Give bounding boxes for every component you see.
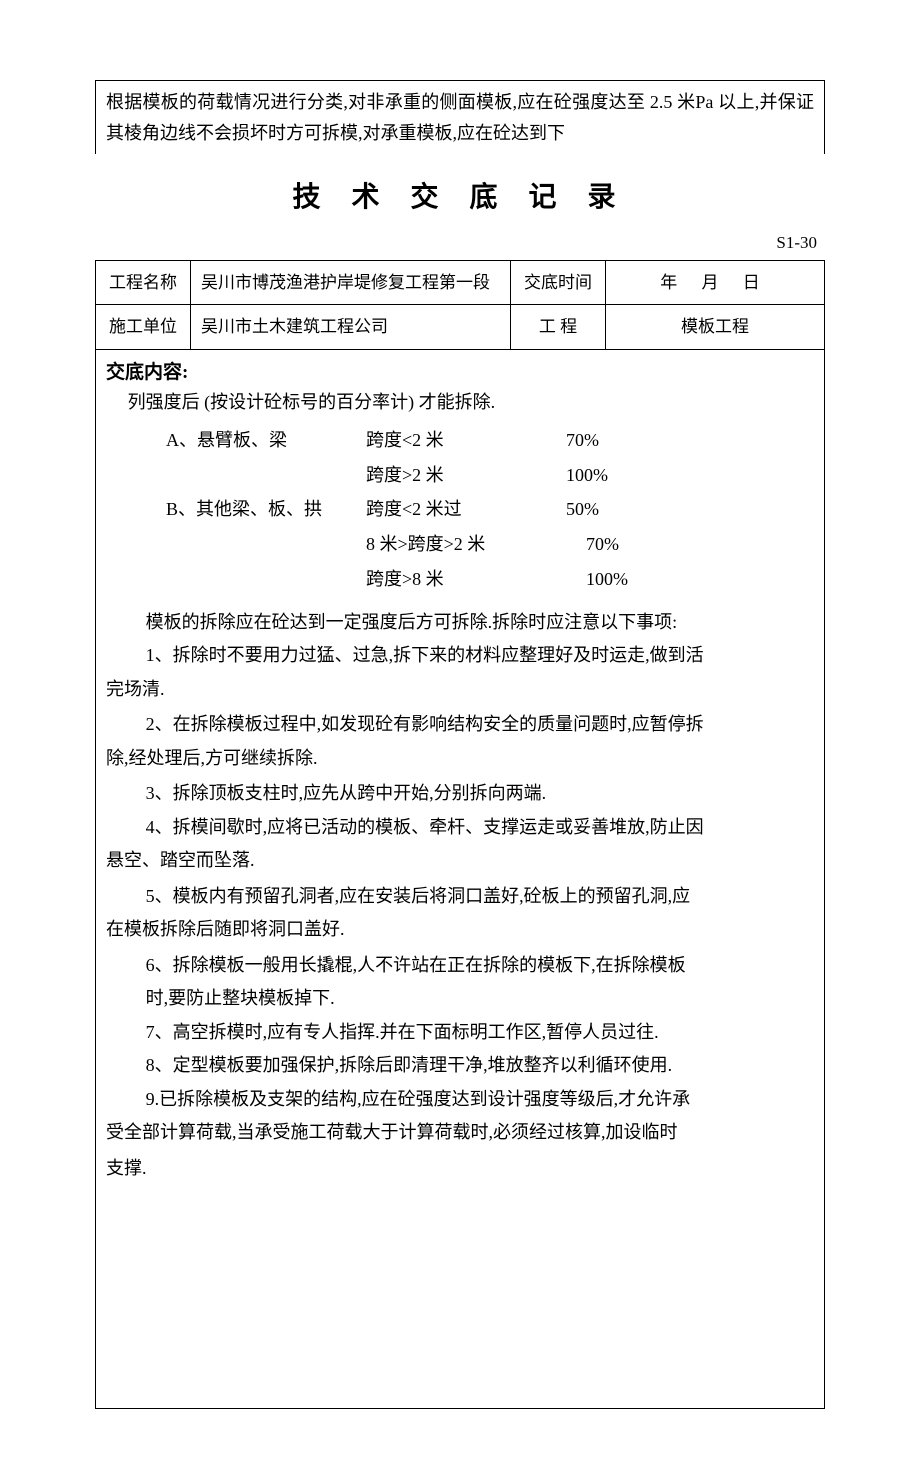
spec-pct: 70%: [536, 527, 646, 562]
para-2a: 2、在拆除模板过程中,如发现砼有影响结构安全的质量问题时,应暂停拆: [106, 709, 814, 741]
para-4a: 4、拆模间歇时,应将已活动的模板、牵杆、支撑运走或妥善堆放,防止因: [106, 812, 814, 844]
header-table: 工程名称 吴川市博茂渔港护岸堤修复工程第一段 交底时间 年 月 日 施工单位 吴…: [95, 260, 825, 349]
spec-row: 8 米>跨度>2 米 70%: [166, 527, 646, 562]
para-9a: 9.已拆除模板及支架的结构,应在砼强度达到设计强度等级后,才允许承: [106, 1084, 814, 1116]
para-6a: 6、拆除模板一般用长撬棍,人不许站在正在拆除的模板下,在拆除模板: [106, 950, 814, 982]
para-7: 7、高空拆模时,应有专人指挥.并在下面标明工作区,暂停人员过往.: [106, 1017, 814, 1049]
spec-label: A、悬臂板、梁: [166, 423, 366, 458]
spec-span: 跨度>8 米: [366, 562, 536, 597]
spec-row: 跨度>8 米 100%: [166, 562, 646, 597]
spec-span: 跨度>2 米: [366, 458, 536, 493]
spec-label: [166, 562, 366, 597]
para-4b: 悬空、踏空而坠落.: [106, 845, 814, 877]
label-disclosure-time: 交底时间: [511, 261, 606, 305]
content-leadline: 列强度后 (按设计砼标号的百分率计) 才能拆除.: [106, 388, 814, 417]
para-1b: 完场清.: [106, 674, 814, 706]
label-project-name: 工程名称: [96, 261, 191, 305]
value-construction-unit: 吴川市土木建筑工程公司: [191, 305, 511, 349]
spec-row: A、悬臂板、梁 跨度<2 米 70%: [166, 423, 646, 458]
content-body: 交底内容: 列强度后 (按设计砼标号的百分率计) 才能拆除. A、悬臂板、梁 跨…: [95, 350, 825, 1410]
spec-pct: 50%: [536, 492, 646, 527]
header-row-2: 施工单位 吴川市土木建筑工程公司 工 程 模板工程: [96, 305, 825, 349]
value-project-name: 吴川市博茂渔港护岸堤修复工程第一段: [191, 261, 511, 305]
spec-pct: 70%: [536, 423, 646, 458]
para-5b: 在模板拆除后随即将洞口盖好.: [106, 914, 814, 946]
para-intro: 模板的拆除应在砼达到一定强度后方可拆除.拆除时应注意以下事项:: [106, 607, 814, 639]
spec-span: 跨度<2 米: [366, 423, 536, 458]
spec-row: 跨度>2 米 100%: [166, 458, 646, 493]
document-code: S1-30: [95, 229, 825, 256]
content-heading: 交底内容:: [106, 358, 814, 388]
para-6b: 时,要防止整块模板掉下.: [106, 983, 814, 1015]
spec-span: 8 米>跨度>2 米: [366, 527, 536, 562]
spec-row: B、其他梁、板、拱 跨度<2 米过 50%: [166, 492, 646, 527]
value-project-type: 模板工程: [606, 305, 825, 349]
para-3: 3、拆除顶板支柱时,应先从跨中开始,分别拆向两端.: [106, 778, 814, 810]
para-9c: 支撑.: [106, 1153, 814, 1185]
header-row-1: 工程名称 吴川市博茂渔港护岸堤修复工程第一段 交底时间 年 月 日: [96, 261, 825, 305]
para-5a: 5、模板内有预留孔洞者,应在安装后将洞口盖好,砼板上的预留孔洞,应: [106, 881, 814, 913]
para-2b: 除,经处理后,方可继续拆除.: [106, 743, 814, 775]
document-title: 技 术 交 底 记 录: [95, 176, 825, 221]
value-disclosure-time: 年 月 日: [606, 261, 825, 305]
para-9b: 受全部计算荷载,当承受施工荷载大于计算荷载时,必须经过核算,加设临时: [106, 1117, 814, 1149]
spec-label: [166, 458, 366, 493]
spec-table: A、悬臂板、梁 跨度<2 米 70% 跨度>2 米 100% B、其他梁、板、拱…: [166, 423, 646, 597]
intro-paragraph: 根据模板的荷载情况进行分类,对非承重的侧面模板,应在砼强度达至 2.5 米Pa …: [95, 80, 825, 154]
spec-pct: 100%: [536, 458, 646, 493]
label-construction-unit: 施工单位: [96, 305, 191, 349]
spec-label: [166, 527, 366, 562]
label-project-type: 工 程: [511, 305, 606, 349]
para-1a: 1、拆除时不要用力过猛、过急,拆下来的材料应整理好及时运走,做到活: [106, 640, 814, 672]
spec-pct: 100%: [536, 562, 646, 597]
para-8: 8、定型模板要加强保护,拆除后即清理干净,堆放整齐以利循环使用.: [106, 1050, 814, 1082]
spec-span: 跨度<2 米过: [366, 492, 536, 527]
spec-label: B、其他梁、板、拱: [166, 492, 366, 527]
